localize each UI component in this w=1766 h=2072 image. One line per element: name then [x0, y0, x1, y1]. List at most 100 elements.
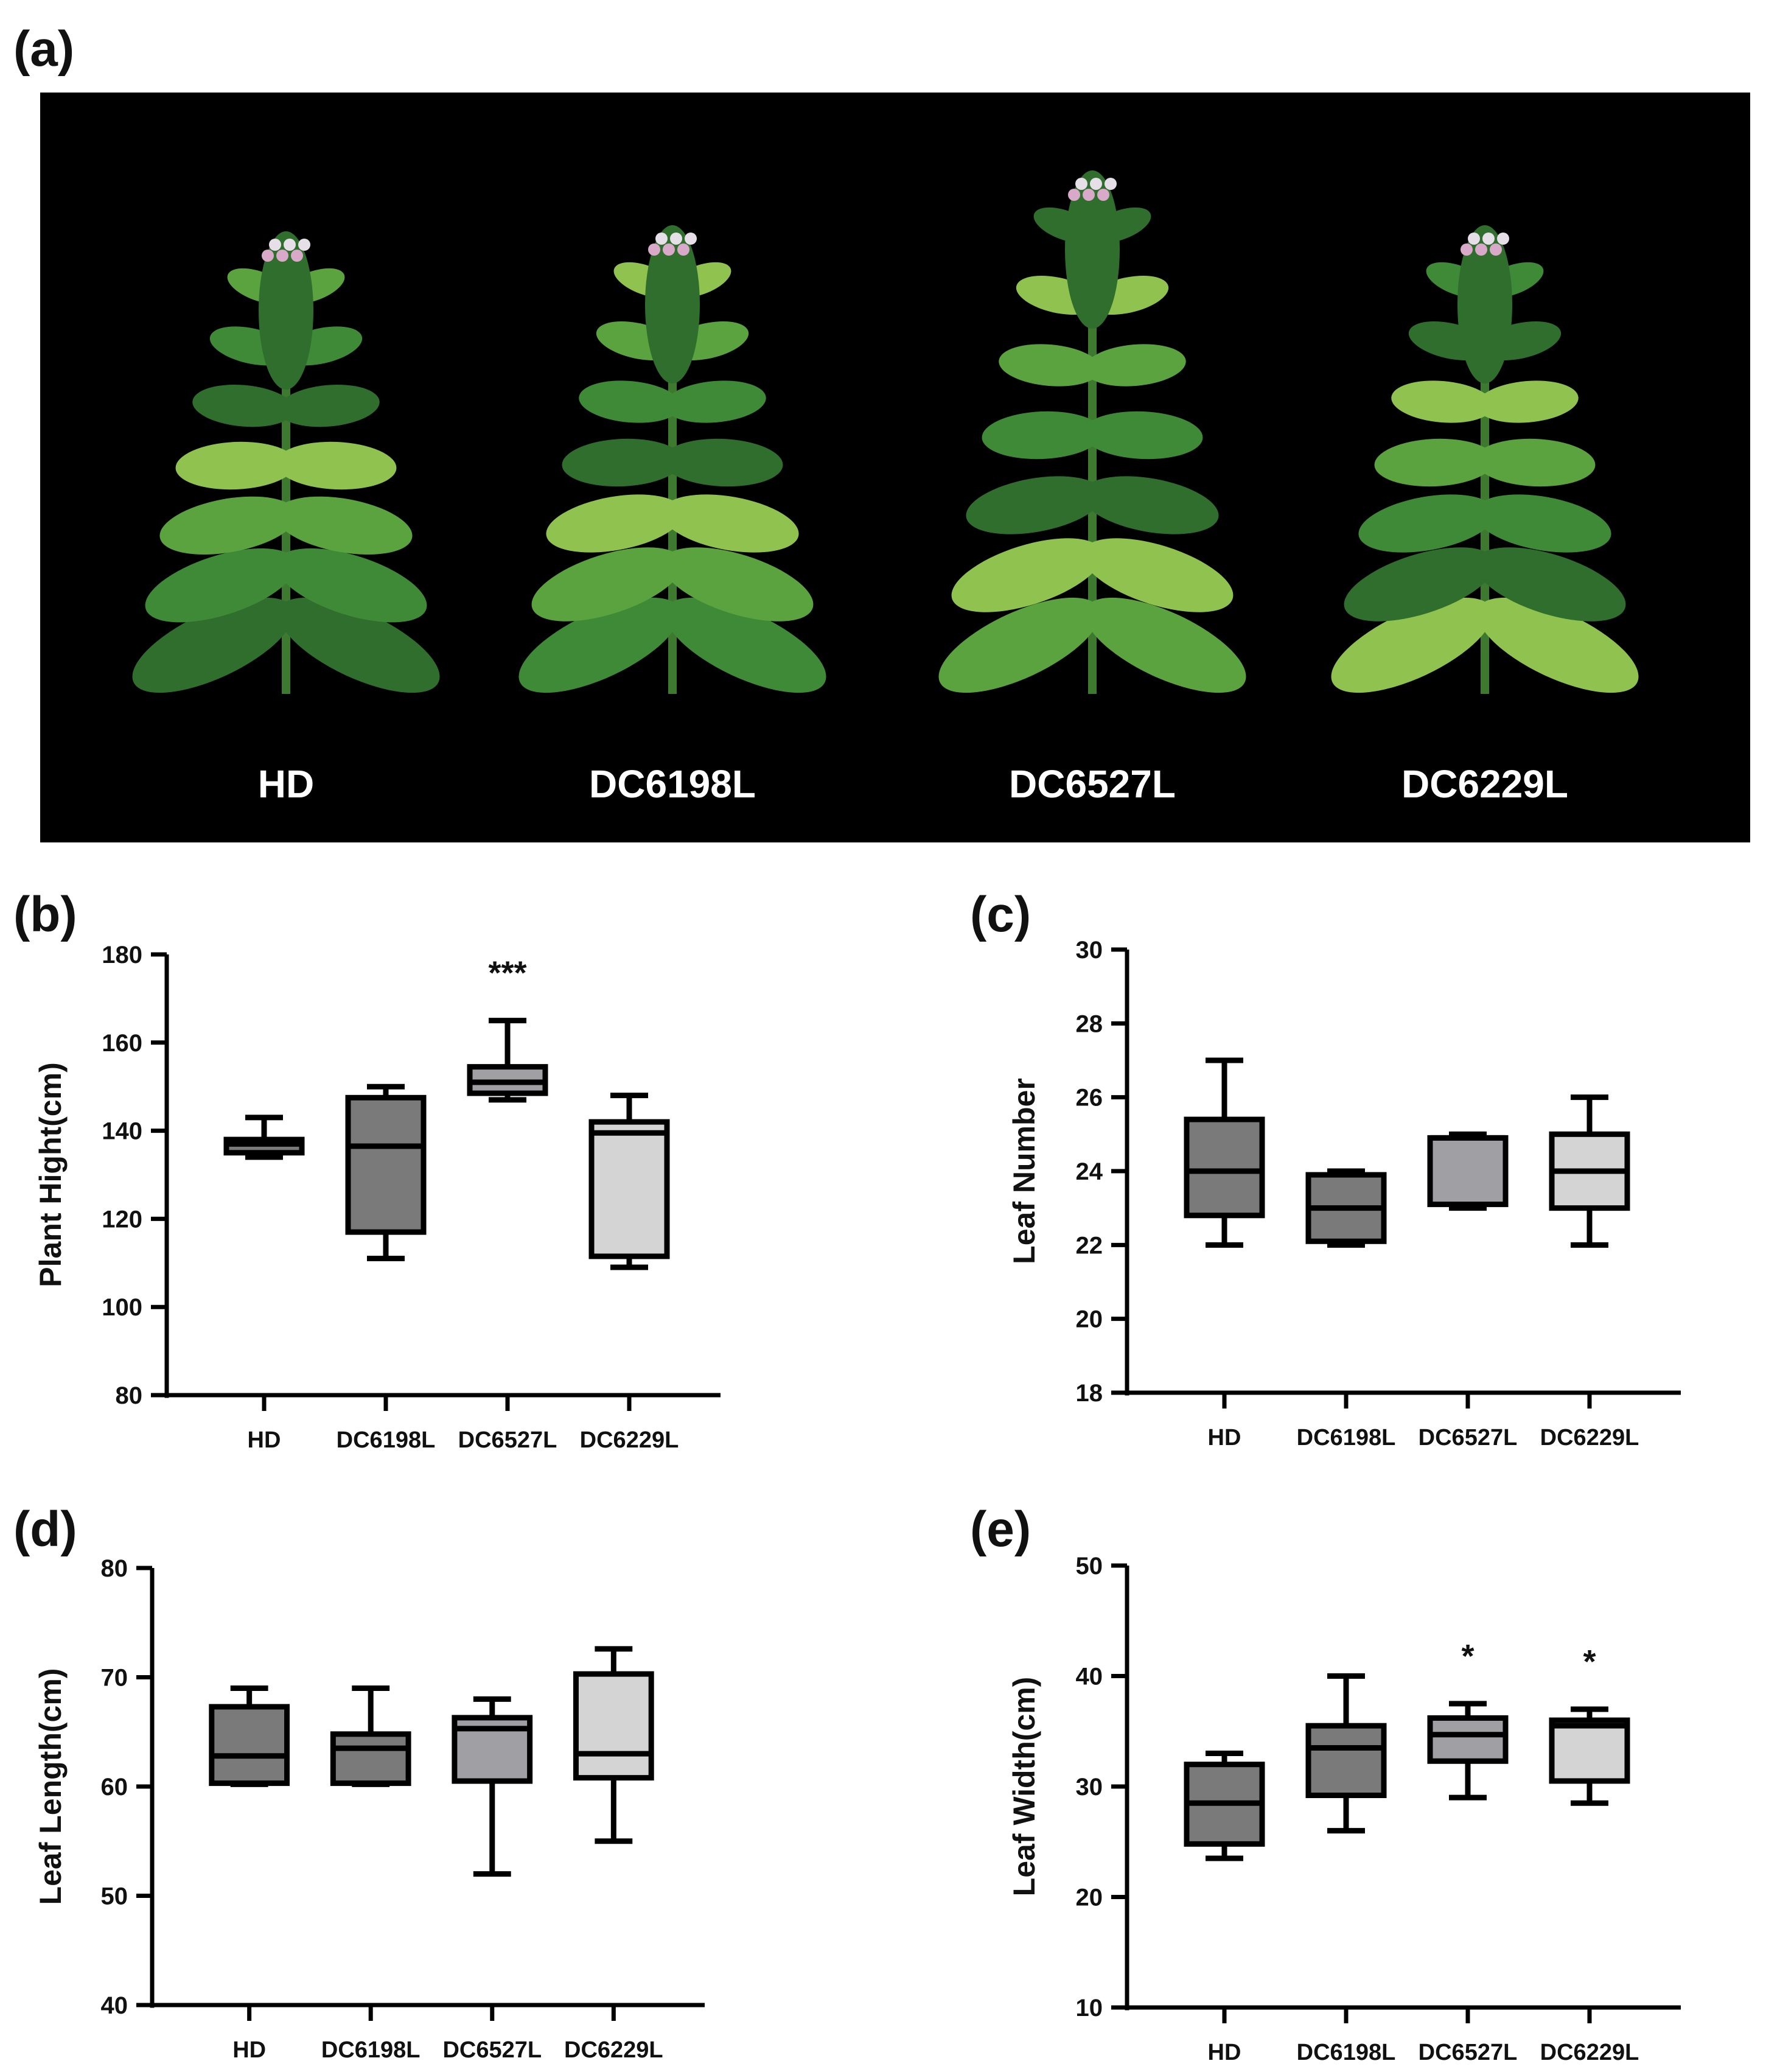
flower: [298, 239, 310, 251]
x-tick-label: DC6198L: [337, 1427, 436, 1453]
y-tick-label: 80: [116, 1382, 143, 1409]
flower: [677, 243, 689, 256]
box-dc6229l: *: [1552, 1643, 1627, 1803]
iqr-box: [1430, 1138, 1506, 1204]
y-tick-label: 140: [102, 1118, 142, 1145]
box-dc6229l: [592, 1096, 667, 1267]
iqr-box: [592, 1122, 667, 1256]
flower: [284, 239, 296, 251]
flower: [670, 233, 682, 245]
flower: [291, 250, 303, 262]
box-dc6198l: [1308, 1171, 1384, 1245]
y-tick-label: 80: [101, 1555, 128, 1582]
panel-letter: (e): [970, 1502, 1031, 1557]
box-dc6527l: [455, 1699, 530, 1874]
y-tick-label: 100: [102, 1294, 142, 1321]
x-tick-label: DC6198L: [1297, 1425, 1396, 1451]
significance-label: *: [1583, 1643, 1596, 1680]
panel-c-leaf-number-chart: (c) 18 20 22 24 26 28 30 Leaf Number HD DC6198L DC6…: [970, 887, 1681, 1451]
box-dc6198l: [348, 1087, 424, 1258]
box-dc6527l: ***: [470, 955, 545, 1100]
x-tick-label: DC6229L: [1540, 1425, 1639, 1451]
iqr-box: [212, 1707, 287, 1783]
y-tick-label: 60: [101, 1774, 128, 1801]
flower: [262, 250, 274, 262]
y-tick-label: 30: [1076, 937, 1103, 964]
y-tick-label: 20: [1076, 1885, 1103, 1911]
x-tick-label: DC6198L: [321, 2037, 421, 2063]
flower: [276, 250, 288, 262]
x-tick-label: HD: [1208, 1425, 1241, 1451]
x-tick-label: DC6229L: [564, 2037, 663, 2063]
y-tick-label: 20: [1076, 1306, 1103, 1333]
box-dc6527l: *: [1430, 1638, 1506, 1797]
significance-label: ***: [488, 955, 526, 992]
flower: [1461, 243, 1473, 256]
flower: [1490, 243, 1502, 256]
flower: [1497, 233, 1509, 245]
x-tick-label: DC6229L: [1540, 2040, 1639, 2065]
plant-label-dc6229l: DC6229L: [1401, 762, 1568, 806]
flower: [1105, 178, 1117, 190]
plant-label-dc6198l: DC6198L: [589, 762, 756, 806]
plant-label-dc6527l: DC6527L: [1009, 762, 1176, 806]
flower: [655, 233, 668, 245]
y-tick-label: 50: [101, 1883, 128, 1910]
flower: [1090, 178, 1102, 190]
flower: [1097, 189, 1109, 201]
box-hd: [226, 1118, 302, 1157]
y-tick-label: 180: [102, 942, 142, 968]
flower: [1475, 243, 1487, 256]
x-tick-label: DC6527L: [1419, 1425, 1518, 1451]
y-axis-label: Plant Hight(cm): [33, 1062, 68, 1287]
flower: [1075, 178, 1087, 190]
y-tick-label: 70: [101, 1665, 128, 1692]
y-tick-label: 28: [1076, 1010, 1103, 1037]
panel-d-leaf-length-chart: (d) 40 50 60 70 80 Leaf Length(cm) HD DC6198L DC6…: [13, 1502, 705, 2063]
flower: [663, 243, 675, 256]
x-tick-label: DC6229L: [580, 1427, 679, 1453]
panel-a-letter: (a): [13, 21, 74, 77]
flower: [1482, 233, 1495, 245]
x-tick-label: DC6527L: [1419, 2040, 1518, 2065]
flower: [1468, 233, 1480, 245]
y-tick-label: 24: [1076, 1158, 1103, 1185]
panel-letter: (b): [13, 887, 77, 942]
flower: [1083, 189, 1095, 201]
iqr-box: [1552, 1720, 1627, 1781]
y-tick-label: 10: [1076, 1995, 1103, 2021]
significance-label: *: [1461, 1638, 1474, 1675]
y-tick-label: 160: [102, 1030, 142, 1057]
panel-e-leaf-width-chart: (e)1020304050Leaf Width(cm)HD DC6198L DC65…: [970, 1502, 1681, 2065]
y-axis-label: Leaf Number: [1007, 1078, 1041, 1264]
y-axis-label: Leaf Width(cm): [1007, 1677, 1041, 1897]
flower: [685, 233, 697, 245]
iqr-box: [333, 1734, 408, 1783]
box-dc6198l: [333, 1688, 408, 1784]
panel-letter: (c): [970, 887, 1031, 942]
x-tick-label: HD: [1208, 2040, 1241, 2065]
plant-label-hd: HD: [258, 762, 314, 806]
x-tick-label: DC6198L: [1297, 2040, 1396, 2065]
y-tick-label: 22: [1076, 1232, 1103, 1259]
iqr-box: [1430, 1718, 1506, 1761]
x-tick-label: DC6527L: [458, 1427, 557, 1453]
iqr-box: [1187, 1119, 1262, 1216]
box-dc6229l: [1552, 1097, 1627, 1245]
iqr-box: [348, 1097, 424, 1232]
iqr-box: [576, 1674, 651, 1778]
panel-letter: (d): [13, 1502, 77, 1557]
box-hd: [1187, 1754, 1262, 1858]
flower: [269, 239, 281, 251]
box-hd: [212, 1688, 287, 1784]
y-axis-label: Leaf Length(cm): [33, 1668, 68, 1905]
y-tick-label: 30: [1076, 1774, 1103, 1801]
y-tick-label: 40: [101, 1992, 128, 2019]
panel-b-plant-height-chart: (b) 80 100 120 140 160 180 Plant Hight(cm) HD DC6…: [13, 887, 721, 1453]
box-dc6198l: [1308, 1676, 1384, 1831]
flower: [648, 243, 660, 256]
x-tick-label: HD: [248, 1427, 281, 1453]
y-tick-label: 120: [102, 1206, 142, 1233]
x-tick-label: HD: [232, 2037, 266, 2063]
